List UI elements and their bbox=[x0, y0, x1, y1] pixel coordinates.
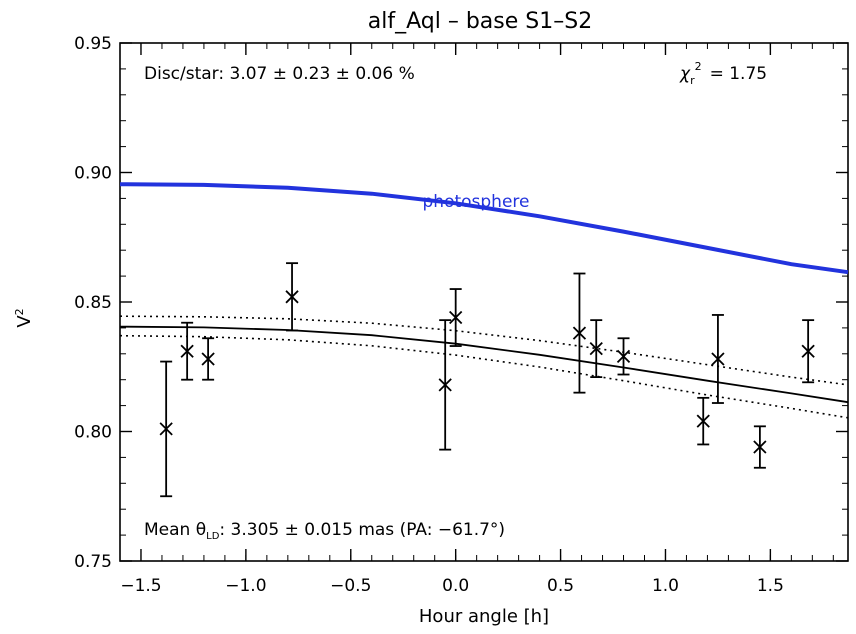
point-marker-b bbox=[572, 326, 587, 340]
model-lower-bound-curve bbox=[119, 334, 849, 419]
y-tick-label: 0.75 bbox=[74, 552, 112, 572]
point-marker-b bbox=[180, 344, 194, 358]
x-tick-label: 1.0 bbox=[652, 576, 679, 596]
chi2-value: = 1.75 bbox=[710, 64, 768, 84]
data-point bbox=[753, 425, 767, 469]
point-marker-b bbox=[438, 378, 452, 392]
chi2-superscript: 2 bbox=[695, 60, 702, 73]
point-marker-b bbox=[201, 352, 215, 366]
y-tick-label: 0.90 bbox=[74, 164, 112, 184]
y-axis: 0.75 0.80 0.85 0.90 0.95 bbox=[74, 34, 848, 572]
point-marker-b bbox=[753, 440, 767, 454]
point-marker-b bbox=[696, 414, 710, 428]
chi2-annotation: χr2 = 1.75 bbox=[679, 60, 767, 87]
data-points bbox=[159, 262, 815, 498]
point-marker-b bbox=[589, 341, 603, 356]
data-point bbox=[180, 321, 194, 381]
y-axis-label: V2 bbox=[13, 308, 35, 327]
chi2-subscript: r bbox=[690, 74, 695, 87]
mean-theta-value: : 3.305 ± 0.015 mas (PA: −61.7°) bbox=[219, 520, 505, 540]
data-point bbox=[201, 337, 215, 381]
x-tick-label: 0.5 bbox=[547, 576, 574, 596]
chi2-symbol: χ bbox=[679, 64, 691, 84]
model-curves bbox=[119, 182, 849, 419]
data-point bbox=[285, 262, 299, 332]
disc-star-annotation: Disc/star: 3.07 ± 0.23 ± 0.06 % bbox=[144, 64, 415, 84]
x-tick-label: 0.0 bbox=[442, 576, 469, 596]
point-marker-b bbox=[159, 422, 173, 436]
y-tick-label: 0.85 bbox=[74, 293, 112, 313]
data-point bbox=[159, 360, 173, 498]
x-tick-label: −0.5 bbox=[330, 576, 371, 596]
x-tick-label: 1.5 bbox=[757, 576, 784, 596]
model-fit-curve bbox=[119, 325, 849, 404]
mean-theta-subscript: LD bbox=[206, 531, 220, 542]
mean-theta-annotation: Mean θLD: 3.305 ± 0.015 mas (PA: −61.7°) bbox=[144, 520, 505, 542]
data-point bbox=[801, 319, 815, 384]
model-upper-bound-curve bbox=[119, 315, 849, 386]
chart-title: alf_Aql – base S1–S2 bbox=[368, 9, 592, 34]
point-marker-b bbox=[449, 310, 463, 325]
y-tick-label: 0.95 bbox=[74, 34, 112, 54]
data-point bbox=[449, 288, 463, 347]
mean-theta-prefix: Mean θ bbox=[144, 520, 206, 540]
data-point bbox=[438, 319, 452, 451]
data-point bbox=[589, 319, 603, 379]
y-tick-label: 0.80 bbox=[74, 423, 112, 443]
x-axis: −1.5 −1.0 −0.5 0.0 0.5 1.0 1.5 bbox=[119, 43, 834, 596]
data-point bbox=[572, 272, 587, 394]
point-marker-b bbox=[616, 349, 631, 364]
point-marker-b bbox=[801, 344, 815, 358]
photosphere-label: photosphere bbox=[423, 192, 530, 212]
photosphere-curve bbox=[119, 182, 849, 275]
data-point bbox=[696, 396, 710, 446]
data-point bbox=[616, 337, 631, 376]
plot-frame bbox=[119, 42, 849, 562]
data-point bbox=[711, 314, 725, 404]
x-tick-label: −1.5 bbox=[120, 576, 161, 596]
x-axis-label: Hour angle [h] bbox=[419, 606, 549, 627]
x-tick-label: −1.0 bbox=[225, 576, 266, 596]
point-marker-b bbox=[711, 352, 725, 366]
point-marker-b bbox=[285, 290, 299, 304]
